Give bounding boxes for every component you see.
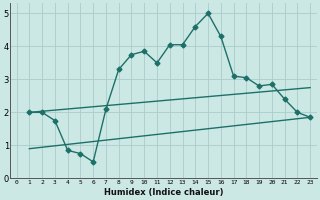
X-axis label: Humidex (Indice chaleur): Humidex (Indice chaleur): [104, 188, 223, 197]
